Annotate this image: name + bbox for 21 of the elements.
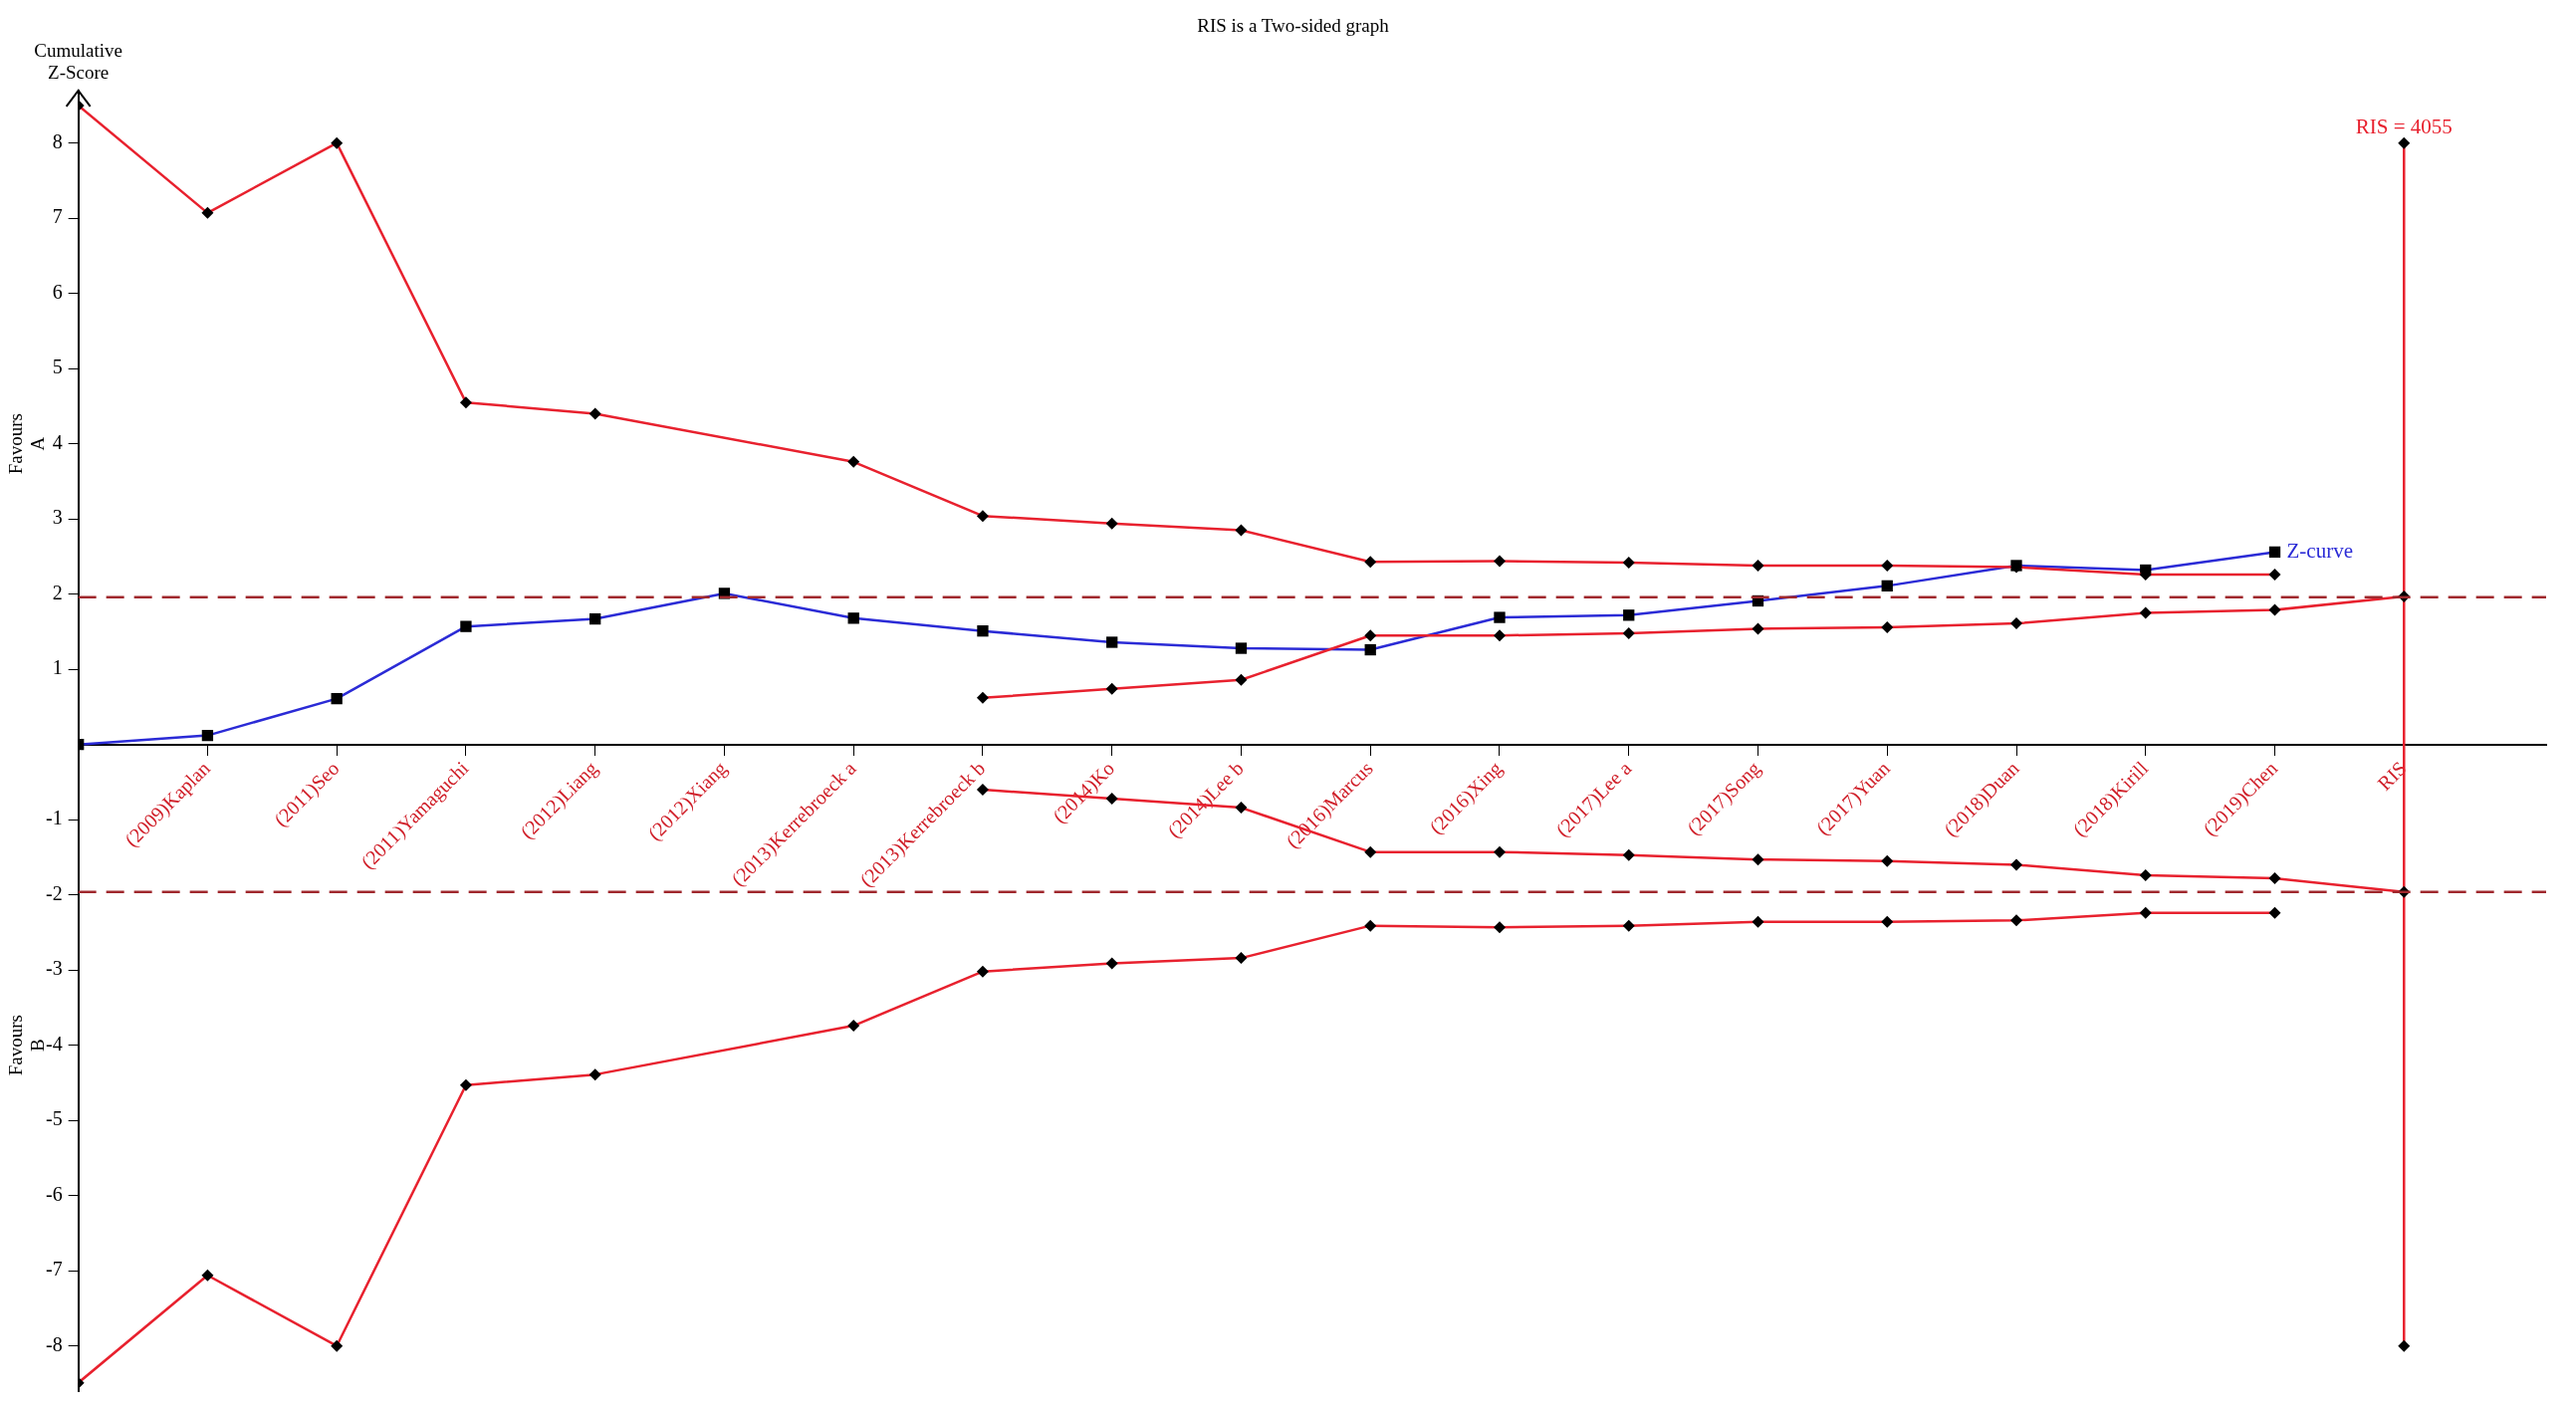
y-tick-label: 2 <box>52 581 63 603</box>
y-tick-label: -3 <box>45 957 63 980</box>
y-tick-label: 8 <box>52 129 63 152</box>
text: Favours A <box>5 413 48 475</box>
y-tick-label: 1 <box>52 656 63 679</box>
y-tick-label: -7 <box>45 1258 63 1281</box>
y-tick-label: 7 <box>52 205 63 228</box>
y-tick-label: -8 <box>45 1332 63 1355</box>
y-tick-label: -4 <box>45 1032 63 1055</box>
y-tick-label: -2 <box>45 881 63 904</box>
y-tick-label: 4 <box>52 430 63 453</box>
y-tick-label: -6 <box>45 1182 63 1205</box>
y-tick-label: 6 <box>52 280 63 303</box>
y-axis-title: Cumulative Z-Score <box>34 39 122 83</box>
y-tick-label: -1 <box>45 807 63 829</box>
series-label: Z-curve <box>2286 538 2353 563</box>
chart-title: RIS is a Two-sided graph <box>1197 15 1390 37</box>
annotation: RIS = 4055 <box>2355 114 2453 138</box>
y-tick-label: -5 <box>45 1107 63 1130</box>
y-tick-label: 3 <box>52 506 63 529</box>
y-tick-label: 5 <box>52 355 63 378</box>
